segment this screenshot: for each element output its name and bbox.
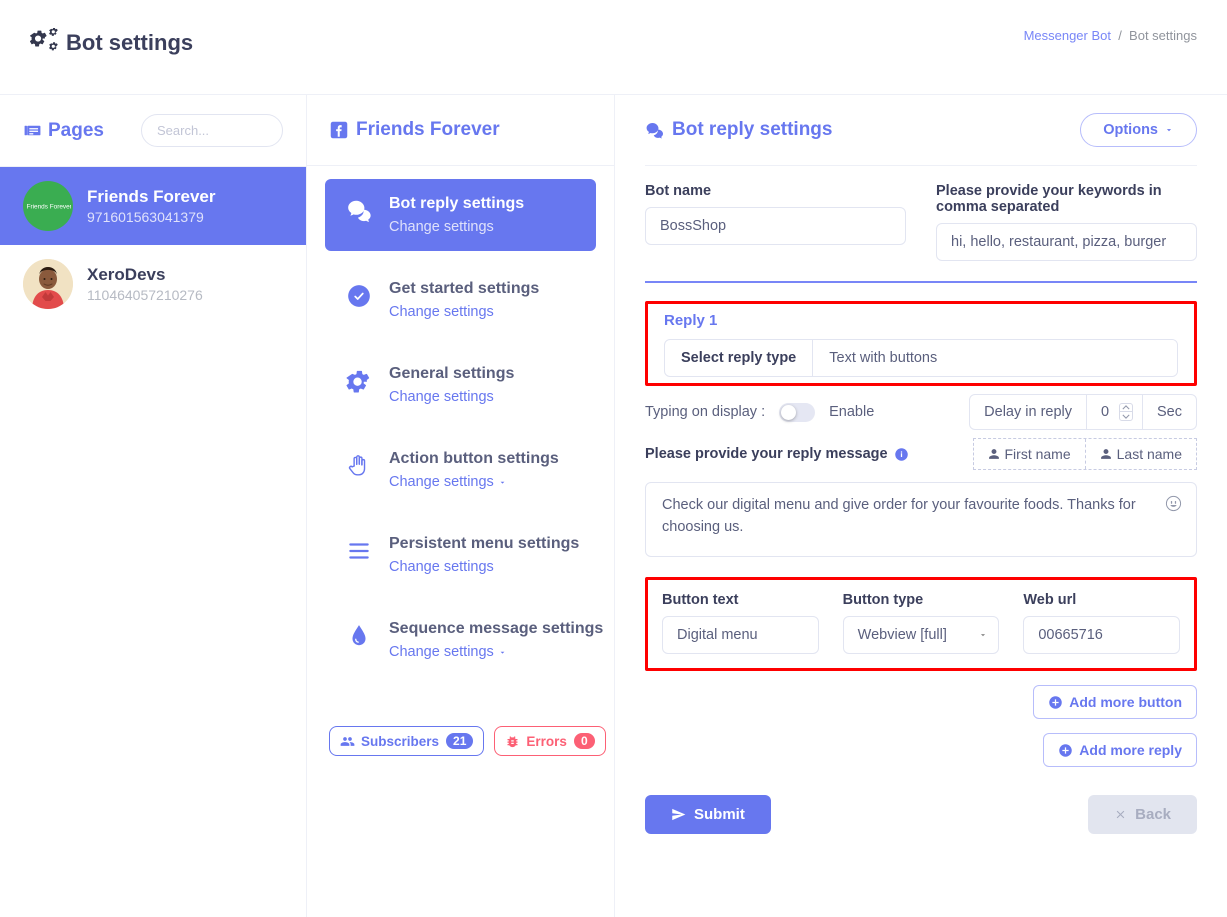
svg-text:Friends Forever: Friends Forever xyxy=(27,204,71,211)
